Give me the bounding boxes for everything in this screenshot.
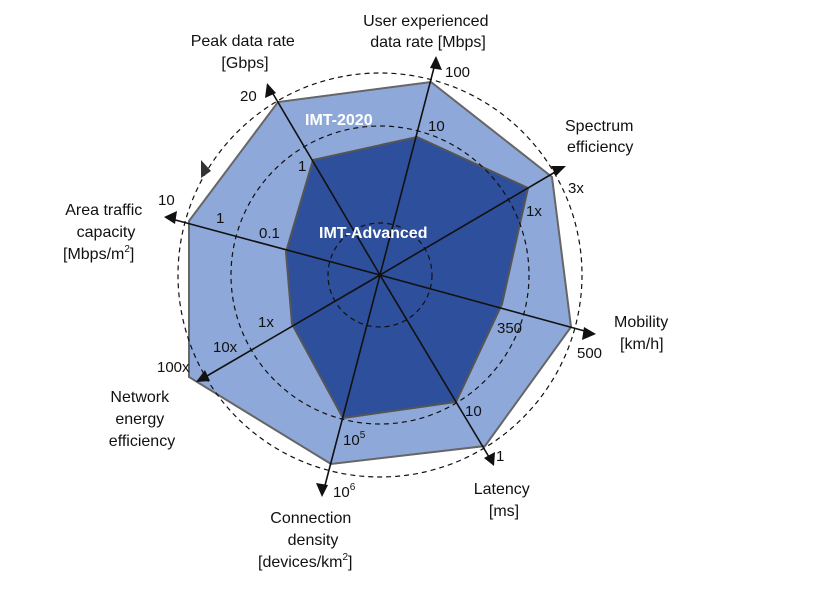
tick-connection-density-imt2020: 106	[333, 482, 356, 501]
tick-energy-extra: 10x	[213, 339, 238, 356]
axis-label-user-rate: User experienced data rate [Mbps]	[363, 13, 493, 51]
tick-latency-imt2020: 1	[496, 448, 504, 465]
grid-circle-inner	[327, 222, 433, 328]
tick-mobility-advanced: 350	[497, 320, 522, 337]
tick-latency-advanced: 10	[465, 403, 482, 420]
tick-user-rate-imt2020: 100	[445, 64, 470, 81]
grid-circle-outer	[177, 72, 583, 478]
axis-label-latency: Latency [ms]	[474, 481, 535, 520]
axis-label-area-traffic-unit: [Mbps/m2]	[63, 244, 134, 263]
axis-label-energy: Network energy efficiency	[109, 389, 175, 450]
axis-label-spectrum: Spectrum efficiency	[565, 118, 638, 156]
axis-arrowheads	[164, 56, 596, 497]
tick-peak-rate-imt2020: 20	[240, 88, 257, 105]
tick-spectrum-advanced: 1x	[526, 203, 542, 220]
tick-spectrum-imt2020: 3x	[568, 180, 584, 197]
series-label-imt2020: IMT-2020	[305, 112, 373, 129]
axis-lines	[167, 59, 593, 494]
axis-label-connection-density: Connection density	[270, 510, 355, 549]
tick-user-rate-advanced: 10	[428, 118, 445, 135]
axis-label-mobility: Mobility [km/h]	[614, 314, 673, 353]
grid-circle-middle	[230, 125, 530, 425]
axis-label-area-traffic: Area traffic capacity	[65, 202, 147, 241]
pointer-icon	[201, 160, 211, 178]
tick-mobility-imt2020: 500	[577, 345, 602, 362]
tick-connection-density-advanced: 105	[343, 430, 366, 449]
series-label-imt-advanced: IMT-Advanced	[319, 225, 427, 242]
tick-energy-imt2020: 100x	[157, 359, 190, 376]
axis-label-peak-rate: Peak data rate [Gbps]	[191, 33, 300, 72]
tick-area-traffic-advanced: 0.1	[259, 225, 280, 242]
tick-energy-advanced: 1x	[258, 314, 274, 331]
tick-peak-rate-advanced: 1	[298, 158, 306, 175]
tick-area-traffic-imt2020: 10	[158, 192, 175, 209]
tick-area-traffic-extra: 1	[216, 210, 224, 227]
axis-label-connection-density-unit: [devices/km2]	[258, 552, 352, 571]
